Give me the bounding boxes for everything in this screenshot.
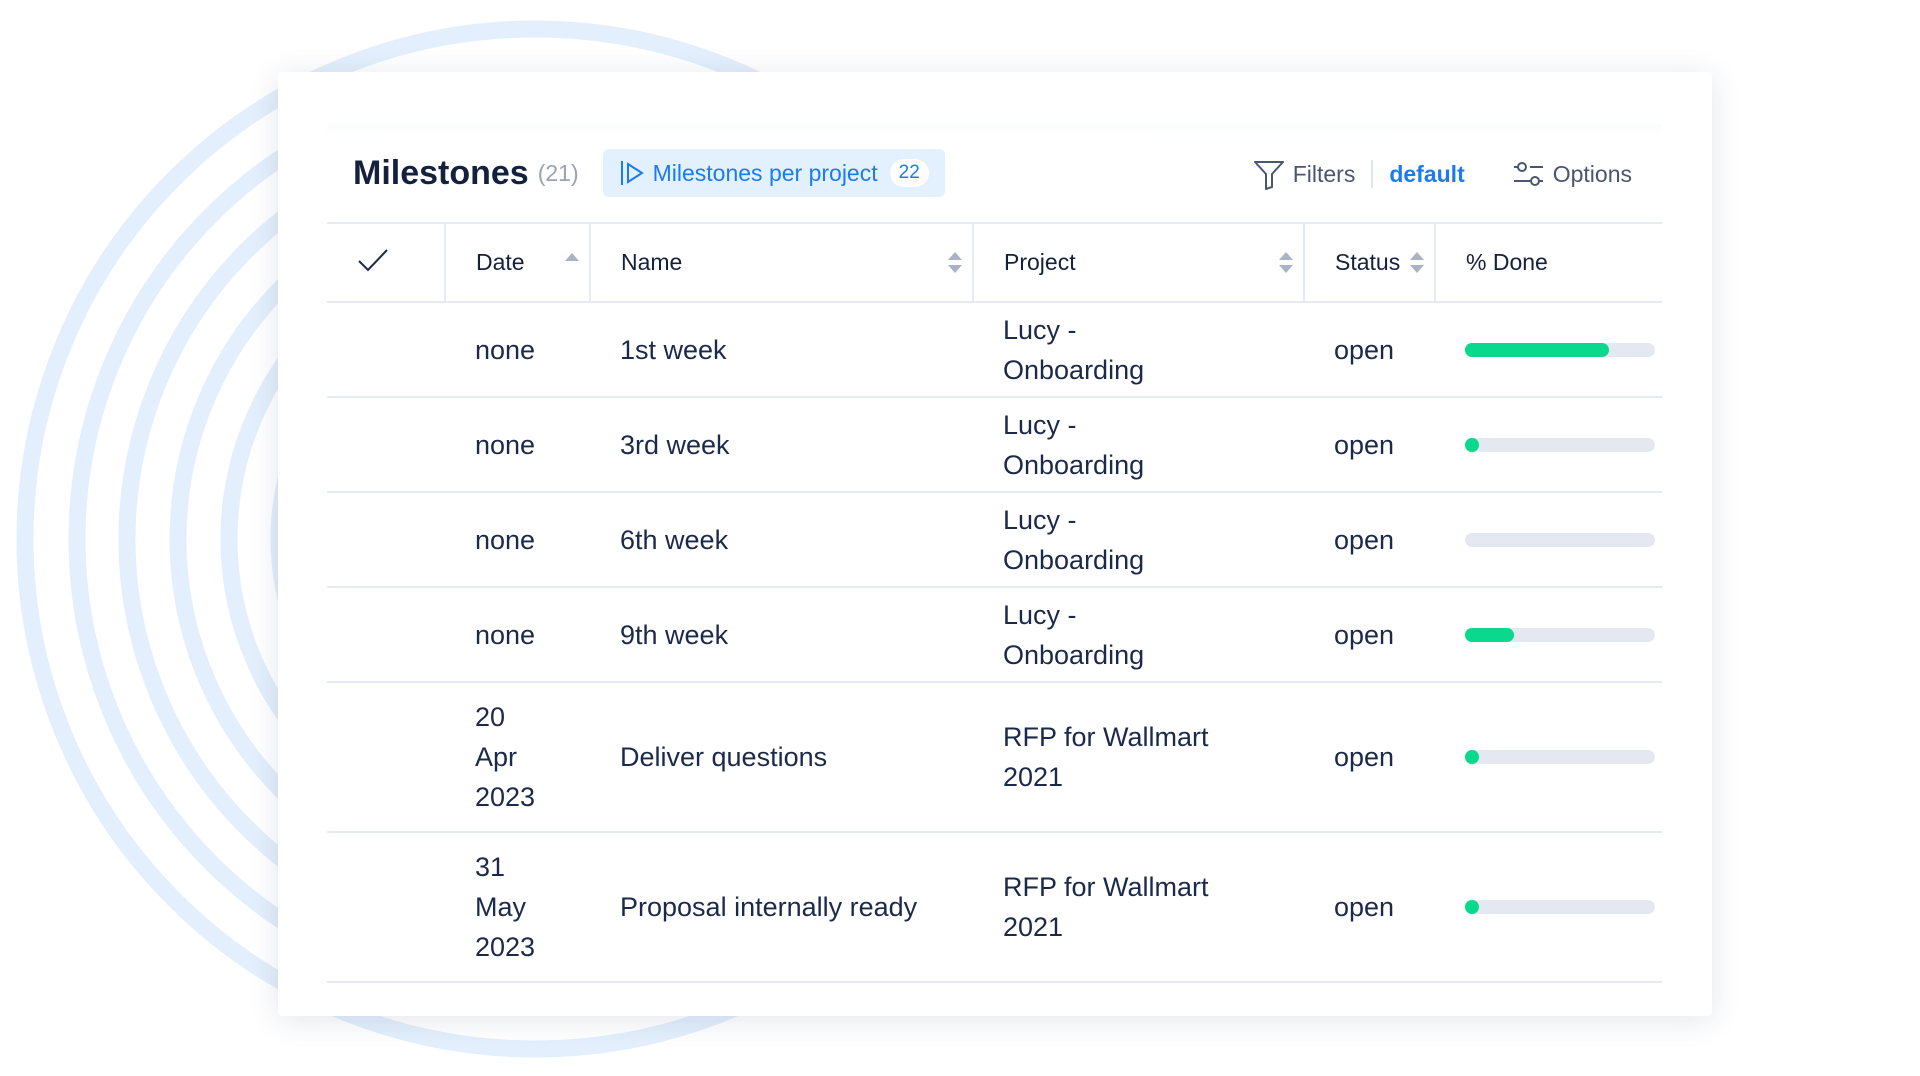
project-cell: RFP for Wallmart 2021 — [973, 682, 1304, 833]
project-text[interactable]: Lucy - Onboarding — [1003, 314, 1145, 385]
project-cell: Lucy - Onboarding — [973, 302, 1304, 398]
column-done-label: % Done — [1466, 249, 1548, 275]
project-text[interactable]: Lucy - Onboarding — [1003, 409, 1145, 480]
date-cell: none — [445, 587, 590, 683]
progress-bar — [1465, 627, 1655, 642]
row-select-cell[interactable] — [327, 492, 445, 588]
date-cell: 20 Apr 2023 — [445, 682, 590, 833]
row-select-cell[interactable] — [327, 302, 445, 398]
page-title: Milestones — [353, 153, 529, 192]
date-cell: none — [445, 492, 590, 588]
check-icon — [358, 248, 388, 271]
name-cell[interactable]: 3rd week — [590, 397, 973, 493]
status-cell: open — [1304, 682, 1435, 833]
project-cell: RFP for Wallmart 2021 — [973, 832, 1304, 983]
name-cell[interactable]: 1st week — [590, 302, 973, 398]
name-cell[interactable]: 9th week — [590, 587, 973, 683]
name-cell[interactable]: Proposal internally ready — [590, 832, 973, 983]
done-cell — [1435, 832, 1662, 983]
done-cell — [1435, 302, 1662, 398]
column-done[interactable]: % Done — [1435, 224, 1662, 303]
select-all-column[interactable] — [327, 224, 446, 303]
sort-asc-icon — [565, 253, 579, 261]
progress-bar — [1465, 437, 1655, 452]
status-cell: open — [1304, 587, 1435, 683]
filter-preset-link[interactable]: default — [1389, 160, 1465, 187]
date-cell: none — [445, 397, 590, 493]
done-cell — [1435, 492, 1662, 588]
project-text[interactable]: Lucy - Onboarding — [1003, 599, 1145, 670]
status-cell: open — [1304, 397, 1435, 493]
date-text: none — [475, 334, 536, 365]
project-cell: Lucy - Onboarding — [973, 492, 1304, 588]
column-name[interactable]: Name — [590, 224, 974, 303]
milestones-table: Date Name Project Status % Done none 1st… — [327, 224, 1662, 983]
progress-bar — [1465, 750, 1655, 764]
tab-label: Milestones per project — [652, 159, 878, 186]
date-text: 31 May 2023 — [475, 852, 536, 962]
status-cell: open — [1304, 492, 1435, 588]
date-text: 20 Apr 2023 — [475, 702, 536, 812]
date-cell: none — [445, 302, 590, 398]
column-date[interactable]: Date — [445, 224, 591, 303]
date-cell: 31 May 2023 — [445, 832, 590, 983]
row-select-cell[interactable] — [327, 587, 445, 683]
milestones-per-project-tab[interactable]: Milestones per project 22 — [602, 149, 945, 197]
project-text[interactable]: RFP for Wallmart 2021 — [1003, 872, 1209, 942]
status-cell: open — [1304, 302, 1435, 398]
milestone-count: (21) — [537, 159, 579, 186]
project-cell: Lucy - Onboarding — [973, 587, 1304, 683]
column-project[interactable]: Project — [973, 224, 1305, 303]
row-select-cell[interactable] — [327, 832, 445, 983]
column-status[interactable]: Status — [1304, 224, 1436, 303]
progress-bar — [1465, 532, 1655, 547]
row-select-cell[interactable] — [327, 397, 445, 493]
options-icon — [1513, 162, 1543, 186]
column-name-label: Name — [621, 249, 683, 275]
options-button[interactable]: Options — [1552, 160, 1632, 187]
date-text: none — [475, 429, 536, 460]
project-text[interactable]: Lucy - Onboarding — [1003, 504, 1145, 575]
done-cell — [1435, 587, 1662, 683]
progress-fill — [1465, 750, 1479, 764]
table-row[interactable]: 20 Apr 2023 Deliver questions RFP for Wa… — [327, 682, 1662, 833]
milestones-card: Milestones (21) Milestones per project 2… — [278, 72, 1712, 1016]
table-row[interactable]: none 9th week Lucy - Onboarding open — [327, 587, 1662, 683]
project-text[interactable]: RFP for Wallmart 2021 — [1003, 722, 1209, 792]
table-row[interactable]: 31 May 2023 Proposal internally ready RF… — [327, 832, 1662, 983]
toolbar: Milestones (21) Milestones per project 2… — [327, 124, 1662, 224]
progress-fill — [1465, 900, 1479, 914]
date-text: none — [475, 619, 536, 650]
progress-bar — [1465, 342, 1655, 357]
filter-icon — [1253, 161, 1284, 190]
status-cell: open — [1304, 832, 1435, 983]
done-cell — [1435, 397, 1662, 493]
sort-icon — [1410, 252, 1424, 273]
project-cell: Lucy - Onboarding — [973, 397, 1304, 493]
name-cell[interactable]: 6th week — [590, 492, 973, 588]
divider — [1371, 160, 1374, 188]
table-row[interactable]: none 1st week Lucy - Onboarding open — [327, 302, 1662, 398]
table-row[interactable]: none 6th week Lucy - Onboarding open — [327, 492, 1662, 588]
tab-badge: 22 — [889, 159, 929, 187]
date-text: none — [475, 524, 536, 555]
column-status-label: Status — [1335, 249, 1401, 275]
name-cell[interactable]: Deliver questions — [590, 682, 973, 833]
play-icon — [620, 161, 644, 185]
column-project-label: Project — [1004, 249, 1076, 275]
sort-icon — [1279, 252, 1293, 273]
progress-fill — [1465, 437, 1479, 452]
progress-fill — [1465, 342, 1610, 357]
progress-fill — [1465, 627, 1515, 642]
row-select-cell[interactable] — [327, 682, 445, 833]
sort-icon — [948, 252, 962, 273]
progress-bar — [1465, 900, 1655, 914]
done-cell — [1435, 682, 1662, 833]
column-date-label: Date — [476, 249, 525, 275]
table-row[interactable]: none 3rd week Lucy - Onboarding open — [327, 397, 1662, 493]
filters-button[interactable]: Filters — [1292, 160, 1356, 187]
